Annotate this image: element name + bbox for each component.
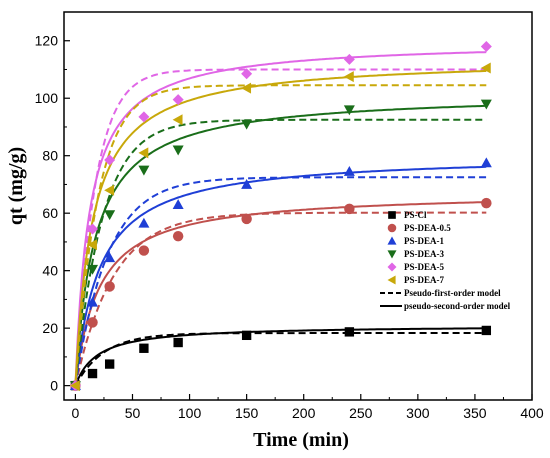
- y-tick-label: 60: [42, 205, 58, 221]
- plot-frame: [63, 11, 533, 401]
- data-markers: [69, 40, 492, 392]
- pfo-curve-ps-dea-7: [74, 84, 487, 386]
- marker-ps-cl: [139, 343, 149, 353]
- pfo-curve-ps-dea-1: [74, 176, 487, 386]
- x-tick-label: 400: [520, 405, 544, 421]
- marker-ps-dea-5: [172, 94, 184, 106]
- legend-label: PS-DEA-3: [404, 249, 444, 259]
- x-tick-label: 200: [292, 405, 316, 421]
- pso-curve-ps-dea-3: [74, 104, 487, 386]
- legend-marker: [387, 223, 397, 233]
- legend-marker: [388, 211, 396, 219]
- marker-ps-dea-0-5: [344, 203, 355, 215]
- marker-ps-dea-0-5: [481, 197, 492, 209]
- marker-ps-dea-5: [87, 223, 99, 235]
- marker-ps-dea-7: [87, 239, 97, 251]
- marker-ps-dea-3: [241, 119, 253, 130]
- marker-ps-dea-5: [343, 53, 355, 65]
- y-tick-label: 120: [35, 33, 59, 49]
- legend-label: PS-Cl: [404, 210, 427, 220]
- legend-marker: [387, 262, 397, 272]
- axes: 0 50 100 150 200 250 300 350 400 0 20 40 60 80 100 120: [35, 11, 544, 421]
- legend-label: PS-DEA-0.5: [404, 223, 451, 233]
- marker-ps-dea-0-5: [87, 317, 98, 328]
- legend-marker: [387, 250, 397, 259]
- marker-ps-cl: [87, 368, 98, 379]
- x-tick-label: 250: [349, 405, 373, 421]
- marker-ps-dea-7: [138, 147, 149, 159]
- marker-ps-cl: [173, 337, 183, 348]
- x-axis-title: Time (min): [253, 429, 349, 451]
- marker-ps-dea-1: [480, 157, 492, 168]
- y-tick-label: 80: [42, 148, 58, 164]
- marker-ps-dea-5: [480, 40, 492, 52]
- x-tick-label: 100: [178, 405, 202, 421]
- marker-ps-dea-7: [69, 380, 80, 392]
- legend: PS-Cl PS-DEA-0.5 PS-DEA-1 PS-DEA-3 PS-DEA-5 P…: [380, 210, 511, 311]
- marker-ps-dea-0-5: [138, 245, 150, 256]
- x-tick-label: 150: [235, 405, 259, 421]
- x-tick-label: 0: [72, 405, 80, 421]
- legend-marker: [387, 236, 397, 245]
- marker-ps-dea-1: [138, 217, 150, 228]
- marker-ps-dea-3: [138, 165, 150, 176]
- marker-ps-dea-5: [138, 111, 150, 123]
- y-axis-title: qt (mg/g): [5, 147, 27, 225]
- legend-label: PS-DEA-5: [404, 262, 444, 272]
- marker-ps-dea-3: [172, 145, 184, 156]
- y-tick-label: 20: [42, 320, 58, 336]
- marker-ps-cl: [481, 325, 492, 336]
- y-tick-label: 40: [42, 263, 58, 279]
- marker-ps-dea-3: [343, 105, 355, 116]
- marker-ps-dea-1: [343, 166, 355, 176]
- pfo-curve-ps-dea-3: [74, 118, 487, 386]
- x-tick-label: 300: [406, 405, 430, 421]
- legend-label: PS-DEA-7: [404, 275, 444, 285]
- marker-ps-dea-3: [104, 210, 116, 221]
- pso-curve-ps-dea-7: [74, 70, 487, 386]
- pso-curve-ps-cl: [74, 327, 487, 386]
- pfo-curve-ps-cl: [74, 332, 487, 387]
- marker-ps-dea-0-5: [172, 230, 184, 242]
- marker-ps-dea-7: [480, 62, 491, 74]
- marker-ps-dea-7: [172, 114, 183, 126]
- x-tick-label: 50: [125, 405, 141, 421]
- marker-ps-dea-1: [87, 296, 99, 307]
- legend-marker: [387, 275, 396, 285]
- legend-label: pseudo-second-order model: [404, 301, 511, 311]
- marker-ps-dea-5: [241, 68, 253, 80]
- marker-ps-dea-5: [104, 154, 116, 166]
- pso-curve-ps-dea-0-5: [74, 201, 487, 386]
- marker-ps-dea-1: [172, 199, 184, 209]
- marker-ps-dea-3: [87, 264, 99, 275]
- legend-label: PS-DEA-1: [404, 236, 444, 246]
- legend-label: Pseudo-first-order model: [404, 288, 501, 298]
- marker-ps-dea-7: [241, 82, 252, 94]
- y-tick-label: 0: [50, 378, 58, 394]
- marker-ps-dea-3: [480, 99, 492, 110]
- marker-ps-dea-7: [343, 71, 354, 83]
- marker-ps-cl: [241, 330, 252, 341]
- pfo-curve-ps-dea-0-5: [74, 211, 487, 386]
- model-curves: [74, 51, 487, 387]
- marker-ps-dea-0-5: [104, 281, 115, 292]
- x-tick-label: 350: [463, 405, 487, 421]
- marker-ps-dea-0-5: [241, 213, 252, 225]
- y-tick-label: 100: [35, 90, 59, 106]
- pfo-curve-ps-dea-5: [74, 68, 487, 386]
- marker-ps-dea-7: [104, 184, 115, 196]
- marker-ps-cl: [344, 327, 355, 337]
- pso-curve-ps-dea-1: [74, 165, 487, 386]
- marker-ps-cl: [104, 359, 115, 369]
- marker-ps-dea-1: [104, 252, 116, 263]
- marker-ps-dea-1: [241, 178, 253, 189]
